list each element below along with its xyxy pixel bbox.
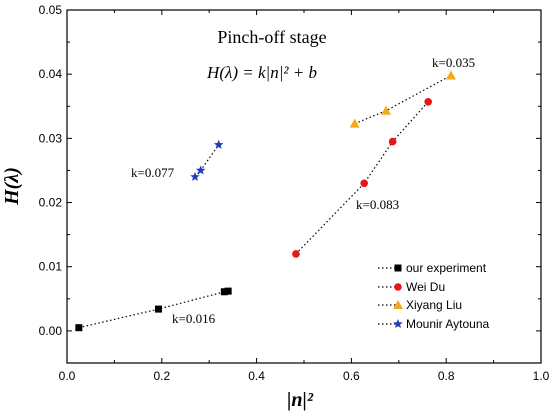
x-axis-label: |n|² <box>287 389 314 411</box>
data-point-square <box>154 305 162 313</box>
y-tick-label: 0.04 <box>39 67 63 81</box>
y-tick-label: 0.01 <box>39 260 63 274</box>
data-point-star <box>190 171 200 181</box>
y-tick-label: 0.02 <box>39 196 63 210</box>
chart-equation: H(λ) = k|n|² + b <box>206 63 317 82</box>
data-point-circle <box>292 250 300 258</box>
x-tick-label: 1.0 <box>533 369 550 383</box>
annotation-our-experiment: k=0.016 <box>172 311 216 326</box>
data-point-star <box>195 165 206 175</box>
y-tick-label: 0.00 <box>39 324 63 338</box>
y-axis-label: H(λ) <box>1 167 23 206</box>
data-point-circle <box>424 97 432 106</box>
series-line-2 <box>354 74 452 125</box>
y-tick-label: 0.05 <box>39 3 63 17</box>
series-line-1 <box>295 101 429 255</box>
series-markers <box>75 70 456 332</box>
data-point-square <box>220 288 228 296</box>
annotation-mounir-aytouna: k=0.077 <box>131 165 175 180</box>
legend-label-wei-du: Wei Du <box>406 280 445 294</box>
data-point-circle <box>360 179 368 188</box>
data-point-triangle <box>445 70 456 80</box>
annotation-wei-du: k=0.083 <box>356 197 399 212</box>
annotation-xiyang-liu: k=0.035 <box>432 55 475 70</box>
data-point-triangle <box>381 105 392 115</box>
x-tick-label: 0.2 <box>153 369 170 383</box>
legend-label-our-experiment: our experiment <box>406 261 487 275</box>
y-tick-label: 0.03 <box>39 131 63 145</box>
data-point-square <box>75 324 83 332</box>
legend-marker-star <box>393 319 403 329</box>
data-point-circle <box>388 137 397 146</box>
legend-label-xiyang-liu: Xiyang Liu <box>406 298 462 312</box>
data-point-triangle <box>349 118 360 128</box>
chart-title: Pinch-off stage <box>217 27 326 47</box>
x-tick-label: 0.8 <box>438 369 455 383</box>
data-point-star <box>213 139 224 149</box>
x-tick-label: 0.6 <box>343 369 360 383</box>
axis-ticks: 0.0 0.2 0.4 0.6 0.8 1.0 0.00 0.01 0.02 0.03 0.04 0.… <box>39 3 550 383</box>
legend-label-mounir-aytouna: Mounir Aytouna <box>406 317 489 331</box>
legend-marker-square <box>394 264 402 272</box>
x-tick-label: 0.4 <box>248 369 265 383</box>
x-tick-label: 0.0 <box>59 369 76 383</box>
legend-items <box>378 264 403 329</box>
legend-marker-circle <box>394 283 402 291</box>
legend: our experiment Wei Du Xiyang Liu Mounir … <box>378 261 489 331</box>
series-line-0 <box>78 290 229 329</box>
legend-marker-triangle <box>393 300 403 309</box>
data-point-square <box>224 287 232 295</box>
